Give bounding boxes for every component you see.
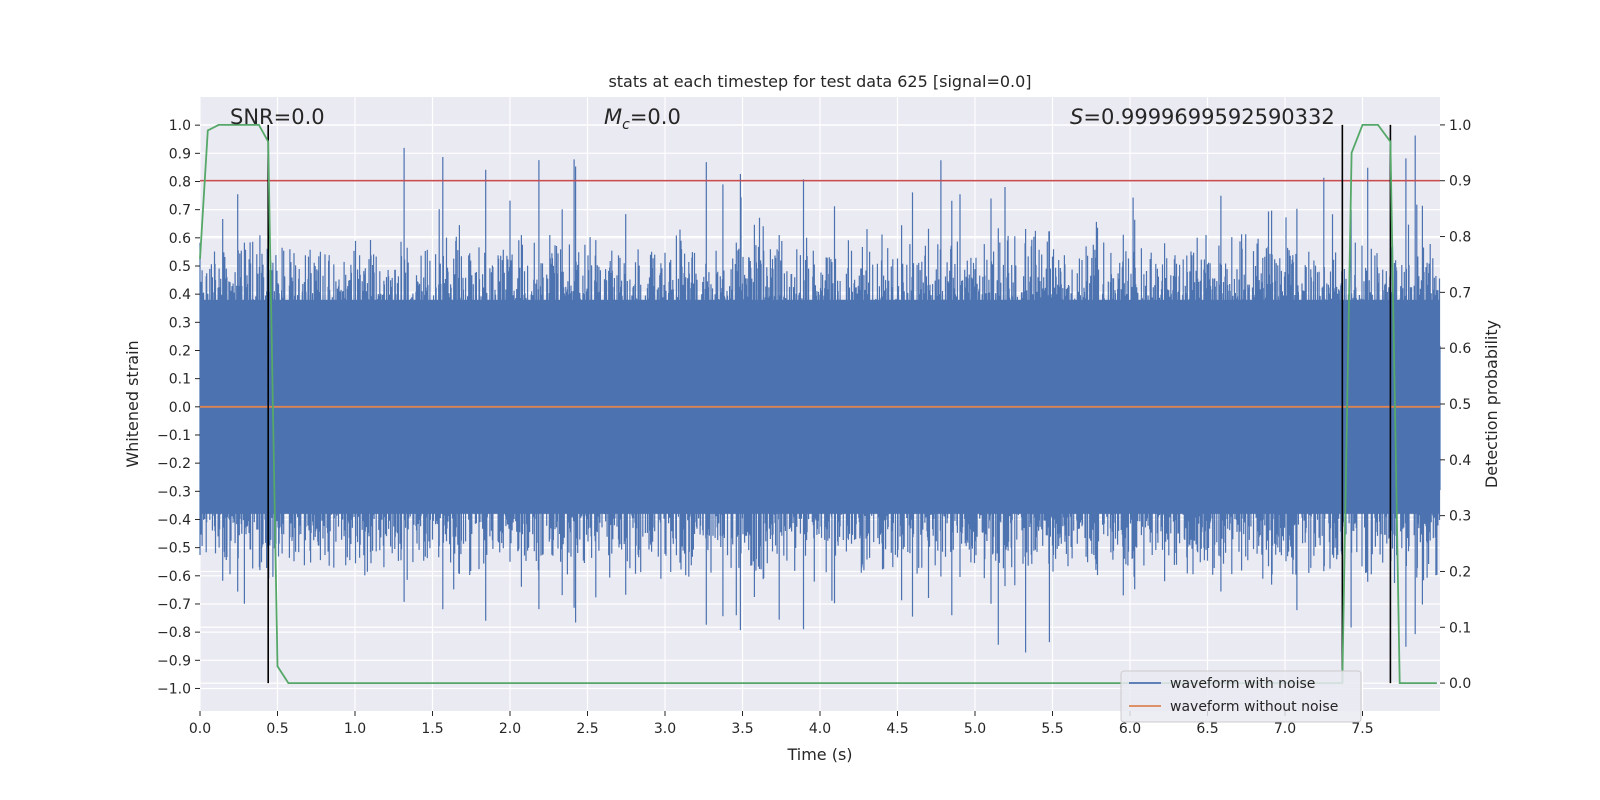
y-tick-label: −0.2 [157, 456, 191, 472]
y-right-tick-label: 0.9 [1449, 174, 1471, 190]
chirp-mass-annotation: Mc=0.0 [604, 105, 681, 133]
x-tick-label: 5.0 [964, 721, 986, 737]
legend: waveform with noise waveform without noi… [1120, 670, 1362, 723]
chart-title: stats at each timestep for test data 625… [608, 72, 1031, 91]
y-tick-label: 0.6 [169, 231, 191, 247]
mc-value: =0.0 [630, 105, 681, 129]
y-right-tick-label: 0.5 [1449, 397, 1471, 413]
x-tick-label: 1.5 [421, 721, 443, 737]
y-right-tick-label: 0.4 [1449, 453, 1471, 469]
y-tick-label: −0.9 [157, 653, 191, 669]
y-tick-label: 0.8 [169, 174, 191, 190]
x-tick-label: 3.0 [654, 721, 676, 737]
y-tick-label: 0.1 [169, 372, 191, 388]
y-right-tick-label: 1.0 [1449, 118, 1471, 134]
x-tick-label: 2.5 [576, 721, 598, 737]
y-right-axis-label: Detection probability [1482, 320, 1501, 488]
x-tick-label: 6.5 [1196, 721, 1218, 737]
legend-label-noise: waveform with noise [1170, 676, 1315, 692]
y-tick-label: −0.3 [157, 484, 191, 500]
s-symbol: S [1070, 105, 1083, 129]
y-right-tick-label: 0.1 [1449, 620, 1471, 636]
y-tick-label: 0.2 [169, 343, 191, 359]
y-right-tick-label: 0.2 [1449, 564, 1471, 580]
y-right-tick-label: 0.8 [1449, 230, 1471, 246]
y-tick-label: −0.6 [157, 569, 191, 585]
y-tick-label: 0.3 [169, 315, 191, 331]
snr-annotation: SNR=0.0 [230, 105, 325, 129]
detection-probability-line [199, 124, 1437, 684]
y-tick-label: −0.5 [157, 541, 191, 557]
y-tick-label: 0.4 [169, 287, 191, 303]
y-tick-label: −1.0 [157, 681, 191, 697]
x-axis-label: Time (s) [786, 745, 852, 764]
y-right-tick-label: 0.7 [1449, 285, 1471, 301]
y-right-tick-label: 0.6 [1449, 341, 1471, 357]
y-tick-label: 0.0 [169, 400, 191, 416]
x-tick-label: 7.5 [1351, 721, 1373, 737]
mc-symbol: M [604, 105, 622, 129]
score-annotation: S=0.9999699592590332 [1070, 105, 1335, 129]
y-right-tick-label: 0.0 [1449, 676, 1471, 692]
y-right-tick-label: 0.3 [1449, 509, 1471, 525]
y-tick-label: 0.9 [169, 146, 191, 162]
y-tick-label: 1.0 [169, 118, 191, 134]
x-tick-label: 0.5 [266, 721, 288, 737]
x-tick-label: 7.0 [1274, 721, 1296, 737]
x-tick-label: 6.0 [1119, 721, 1141, 737]
y-tick-label: 0.5 [169, 259, 191, 275]
legend-label-clean: waveform without noise [1170, 699, 1338, 715]
x-tick-label: 3.5 [731, 721, 753, 737]
x-tick-label: 1.0 [344, 721, 366, 737]
y-tick-label: −0.7 [157, 597, 191, 613]
y-tick-label: 0.7 [169, 203, 191, 219]
x-tick-label: 0.0 [189, 721, 211, 737]
y-tick-label: −0.8 [157, 625, 191, 641]
x-tick-label: 4.5 [886, 721, 908, 737]
y-tick-label: −0.4 [157, 512, 191, 528]
mc-subscript: c [622, 117, 630, 133]
s-value: =0.9999699592590332 [1083, 105, 1334, 129]
y-axis-label: Whitened strain [123, 340, 142, 467]
x-tick-label: 2.0 [499, 721, 521, 737]
tick-labels: 0.0 0.5 1.0 1.5 2.0 2.5 3.0 3.5 4.0 4.5 5.0 5.5 6.0 6… [157, 118, 1471, 737]
overlay-lines [199, 124, 1440, 684]
x-tick-label: 4.0 [809, 721, 831, 737]
x-tick-label: 5.5 [1041, 721, 1063, 737]
legend-box [1120, 670, 1362, 723]
y-tick-label: −0.1 [157, 428, 191, 444]
